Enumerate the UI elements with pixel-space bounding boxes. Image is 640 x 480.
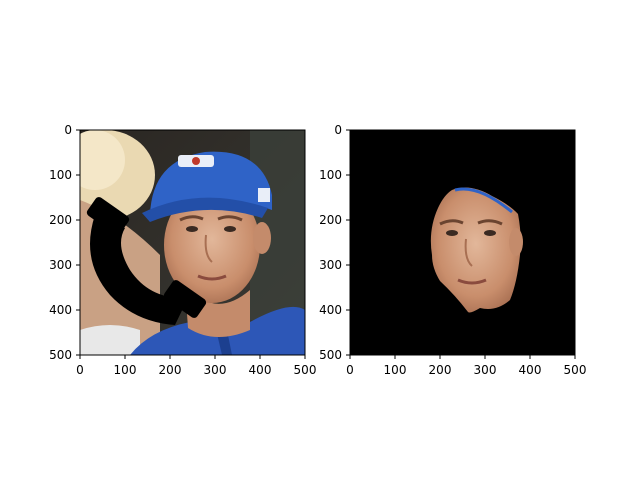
right-masked-face xyxy=(430,187,523,313)
left-ytick: 100 xyxy=(49,168,72,182)
left-y-axis: 0 100 200 300 400 500 xyxy=(49,123,80,362)
right-ytick: 500 xyxy=(319,348,342,362)
phone-handset-icon xyxy=(86,197,207,325)
right-xtick: 500 xyxy=(564,363,587,377)
left-xtick: 300 xyxy=(204,363,227,377)
right-xtick: 0 xyxy=(346,363,354,377)
left-photo xyxy=(80,130,305,355)
left-ytick: 200 xyxy=(49,213,72,227)
left-xtick: 500 xyxy=(294,363,317,377)
left-ytick: 0 xyxy=(64,123,72,137)
left-ytick: 300 xyxy=(49,258,72,272)
right-xtick: 100 xyxy=(384,363,407,377)
right-ytick: 100 xyxy=(319,168,342,182)
left-x-axis: 0 100 200 300 400 500 xyxy=(76,355,316,377)
left-xtick: 0 xyxy=(76,363,84,377)
left-axes-frame xyxy=(79,129,306,356)
left-ytick: 400 xyxy=(49,303,72,317)
left-ytick: 500 xyxy=(49,348,72,362)
left-xtick: 100 xyxy=(114,363,137,377)
right-xtick: 200 xyxy=(429,363,452,377)
right-xtick: 300 xyxy=(474,363,497,377)
right-ytick: 300 xyxy=(319,258,342,272)
right-panel: 0 100 200 300 400 500 0 100 200 300 400 … xyxy=(319,123,586,377)
left-xtick: 200 xyxy=(159,363,182,377)
left-panel: 0 100 200 300 400 500 0 100 200 300 400 … xyxy=(49,123,316,377)
right-y-axis: 0 100 200 300 400 500 xyxy=(319,123,350,362)
left-xtick: 400 xyxy=(249,363,272,377)
right-ytick: 400 xyxy=(319,303,342,317)
right-axes-frame xyxy=(349,129,576,356)
right-xtick: 400 xyxy=(519,363,542,377)
right-ytick: 200 xyxy=(319,213,342,227)
right-x-axis: 0 100 200 300 400 500 xyxy=(346,355,586,377)
right-ytick: 0 xyxy=(334,123,342,137)
